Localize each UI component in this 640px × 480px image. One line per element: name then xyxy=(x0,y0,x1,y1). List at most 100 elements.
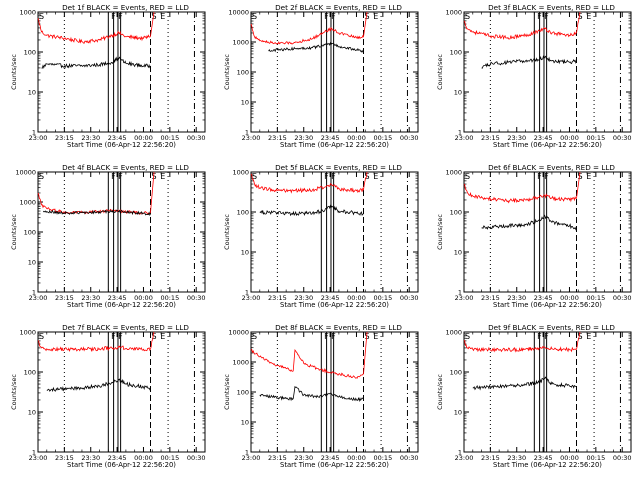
series-black-events xyxy=(41,56,151,69)
y-axis-label: Counts/sec xyxy=(223,214,231,250)
x-tick-label: 23:00 xyxy=(29,294,48,302)
chart-title: Det 1f BLACK = Events, RED = LLD xyxy=(62,3,189,12)
y-tick-label: 10 xyxy=(454,89,462,97)
y-tick-label: 10 xyxy=(28,409,36,417)
y-tick-label: 100 xyxy=(237,209,249,217)
y-tick-label: 1000 xyxy=(445,329,462,337)
y-tick-label: 100 xyxy=(237,69,249,77)
x-tick-label: 23:00 xyxy=(29,134,48,142)
event-marker-label: F xyxy=(544,12,549,21)
x-tick-label: 23:30 xyxy=(294,134,313,142)
x-tick-label: 23:45 xyxy=(108,294,127,302)
x-tick-label: 00:30 xyxy=(400,134,419,142)
event-marker-label: S xyxy=(365,172,370,181)
y-axis-label: Counts/sec xyxy=(10,214,18,250)
chart-panel-7: Det 7f BLACK = Events, RED = LLD 1 10 100 10… xyxy=(10,323,206,469)
x-axis-label: Start Time (06-Apr-12 22:56:20) xyxy=(280,301,389,309)
x-tick-label: 00:15 xyxy=(373,454,392,462)
event-marker-label: F xyxy=(324,172,329,181)
plot-frame xyxy=(37,11,206,133)
event-marker-label: F xyxy=(118,172,123,181)
y-tick-label: 1000 xyxy=(445,169,462,177)
x-tick-label: 23:15 xyxy=(481,454,500,462)
event-marker-label: F xyxy=(331,172,336,181)
x-tick-label: 23:30 xyxy=(507,134,526,142)
chart-title: Det 5f BLACK = Events, RED = LLD xyxy=(275,163,402,172)
chart-panel-3: Det 3f BLACK = Events, RED = LLD 1 10 100 10… xyxy=(436,3,632,149)
event-marker-label: E xyxy=(586,332,591,341)
y-tick-label: 10 xyxy=(241,99,249,107)
y-tick-label: 10 xyxy=(28,259,36,267)
chart-panel-9: Det 9f BLACK = Events, RED = LLD 1 10 100 10… xyxy=(436,323,632,469)
series-black-events xyxy=(481,55,577,69)
x-tick-label: 23:00 xyxy=(242,294,261,302)
series-black-events xyxy=(472,376,577,391)
x-tick-label: 00:00 xyxy=(134,454,153,462)
x-tick-label: 00:15 xyxy=(586,294,605,302)
series-black-events xyxy=(42,208,151,216)
chart-panel-1: Det 1f BLACK = Events, RED = LLD 1 10 100 10… xyxy=(10,3,206,149)
event-marker-label: S xyxy=(578,12,583,21)
x-tick-label: 23:15 xyxy=(481,294,500,302)
x-tick-label: 23:15 xyxy=(268,454,287,462)
x-tick-label: 00:15 xyxy=(160,454,179,462)
event-marker-label: S xyxy=(252,332,257,341)
y-axis-label: Counts/sec xyxy=(10,54,18,90)
series-black-events xyxy=(46,378,151,393)
x-tick-label: 23:00 xyxy=(455,294,474,302)
chart-title: Det 7f BLACK = Events, RED = LLD xyxy=(62,323,189,332)
event-marker-label: E xyxy=(373,172,378,181)
series-black-events xyxy=(259,204,364,217)
x-tick-label: 00:15 xyxy=(160,294,179,302)
series-red-lld xyxy=(463,171,581,204)
y-tick-label: 1 xyxy=(32,449,36,457)
chart-title: Det 2f BLACK = Events, RED = LLD xyxy=(275,3,402,12)
event-marker-label: S xyxy=(252,172,257,181)
event-marker-label: F xyxy=(537,12,542,21)
x-tick-label: 23:15 xyxy=(55,294,74,302)
event-marker-label: F xyxy=(537,172,542,181)
x-tick-label: 00:00 xyxy=(560,294,579,302)
event-marker-label: S xyxy=(252,12,257,21)
plot-frame xyxy=(250,11,419,133)
event-marker-label: E xyxy=(160,172,165,181)
event-marker-label: S xyxy=(152,332,157,341)
chart-title: Det 8f BLACK = Events, RED = LLD xyxy=(275,323,402,332)
x-tick-label: 23:00 xyxy=(455,454,474,462)
y-tick-label: 1 xyxy=(32,129,36,137)
y-tick-label: 10 xyxy=(241,249,249,257)
y-axis-label: Counts/sec xyxy=(10,374,18,410)
event-marker-label: S xyxy=(578,172,583,181)
series-black-events xyxy=(268,41,364,53)
event-marker-label: S xyxy=(39,172,44,181)
event-marker-label: F xyxy=(544,332,549,341)
x-tick-label: 23:30 xyxy=(81,294,100,302)
y-tick-label: 1000 xyxy=(232,39,249,47)
x-tick-label: 23:30 xyxy=(507,454,526,462)
chart-title: Det 4f BLACK = Events, RED = LLD xyxy=(62,163,189,172)
plot-frame xyxy=(250,331,419,453)
x-tick-label: 00:30 xyxy=(613,134,632,142)
chart-title: Det 9f BLACK = Events, RED = LLD xyxy=(488,323,615,332)
y-tick-label: 10 xyxy=(454,249,462,257)
y-tick-label: 100 xyxy=(24,369,36,377)
x-tick-label: 23:45 xyxy=(534,134,553,142)
x-tick-label: 00:00 xyxy=(347,454,366,462)
x-tick-label: 00:00 xyxy=(134,134,153,142)
event-marker-label: S xyxy=(465,332,470,341)
x-tick-label: 00:30 xyxy=(187,134,206,142)
event-marker-label: F xyxy=(331,12,336,21)
y-tick-label: 1000 xyxy=(19,9,36,17)
y-axis-label: Counts/sec xyxy=(436,54,444,90)
event-marker-label: S xyxy=(578,332,583,341)
x-tick-label: 00:30 xyxy=(613,294,632,302)
chart-panel-2: Det 2f BLACK = Events, RED = LLD 1 10 100 10… xyxy=(223,3,419,149)
y-tick-label: 1000 xyxy=(232,359,249,367)
y-tick-label: 1 xyxy=(245,449,249,457)
event-marker-label: F xyxy=(118,12,123,21)
chart-panel-6: Det 6f BLACK = Events, RED = LLD 1 10 100 10… xyxy=(436,163,632,309)
x-tick-label: 00:30 xyxy=(187,294,206,302)
event-marker-label: F xyxy=(324,332,329,341)
x-tick-label: 00:30 xyxy=(400,454,419,462)
plot-frame xyxy=(37,171,206,293)
